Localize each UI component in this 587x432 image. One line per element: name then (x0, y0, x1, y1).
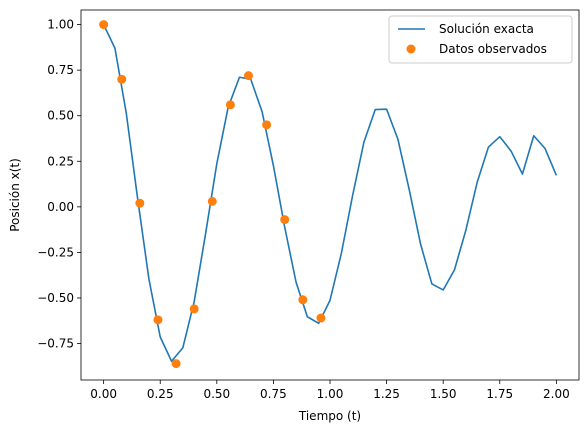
y-tick-label: −0.25 (37, 245, 74, 259)
x-tick-label: 1.75 (486, 387, 513, 401)
series-line-solucion-exacta (102, 24, 558, 363)
y-tick-label: 0.75 (47, 63, 74, 77)
y-axis: 1.00 0.75 0.50 0.25 0.00 −0.25 −0.50 −0.75 (37, 18, 81, 351)
scatter-point (298, 295, 308, 305)
x-tick-label: 1.00 (317, 387, 344, 401)
x-tick-label: 0.75 (260, 387, 287, 401)
scatter-point (225, 100, 235, 110)
legend-label-line: Solución exacta (439, 22, 534, 36)
x-axis-label: Tiempo (t) (298, 409, 361, 423)
x-tick-label: 0.50 (203, 387, 230, 401)
scatter-point (207, 196, 217, 206)
plot-area (99, 20, 558, 369)
y-tick-label: 0.25 (47, 154, 74, 168)
y-tick-label: 0.00 (47, 200, 74, 214)
scatter-point (244, 71, 254, 81)
legend-label-scatter: Datos observados (439, 42, 547, 56)
y-tick-label: −0.75 (37, 337, 74, 351)
scatter-point (171, 359, 181, 369)
y-tick-label: 1.00 (47, 18, 74, 32)
x-tick-label: 2.00 (543, 387, 570, 401)
x-tick-label: 1.25 (373, 387, 400, 401)
scatter-point (189, 304, 199, 314)
x-tick-label: 1.50 (430, 387, 457, 401)
legend-marker-swatch (406, 44, 416, 54)
y-tick-label: −0.50 (37, 291, 74, 305)
y-tick-label: 0.50 (47, 109, 74, 123)
x-tick-label: 0.00 (90, 387, 117, 401)
scatter-point (316, 313, 326, 323)
scatter-point (99, 20, 109, 30)
x-tick-label: 0.25 (147, 387, 174, 401)
x-axis: 0.00 0.25 0.50 0.75 1.00 1.25 1.50 1.75 2.00 (90, 380, 570, 401)
scatter-point (262, 120, 272, 130)
scatter-point (117, 74, 127, 84)
scatter-point (280, 215, 290, 225)
scatter-point (135, 198, 145, 208)
scatter-point (153, 315, 163, 325)
legend: Solución exacta Datos observados (388, 15, 573, 64)
y-axis-label: Posición x(t) (8, 158, 22, 232)
legend-box (388, 15, 573, 64)
